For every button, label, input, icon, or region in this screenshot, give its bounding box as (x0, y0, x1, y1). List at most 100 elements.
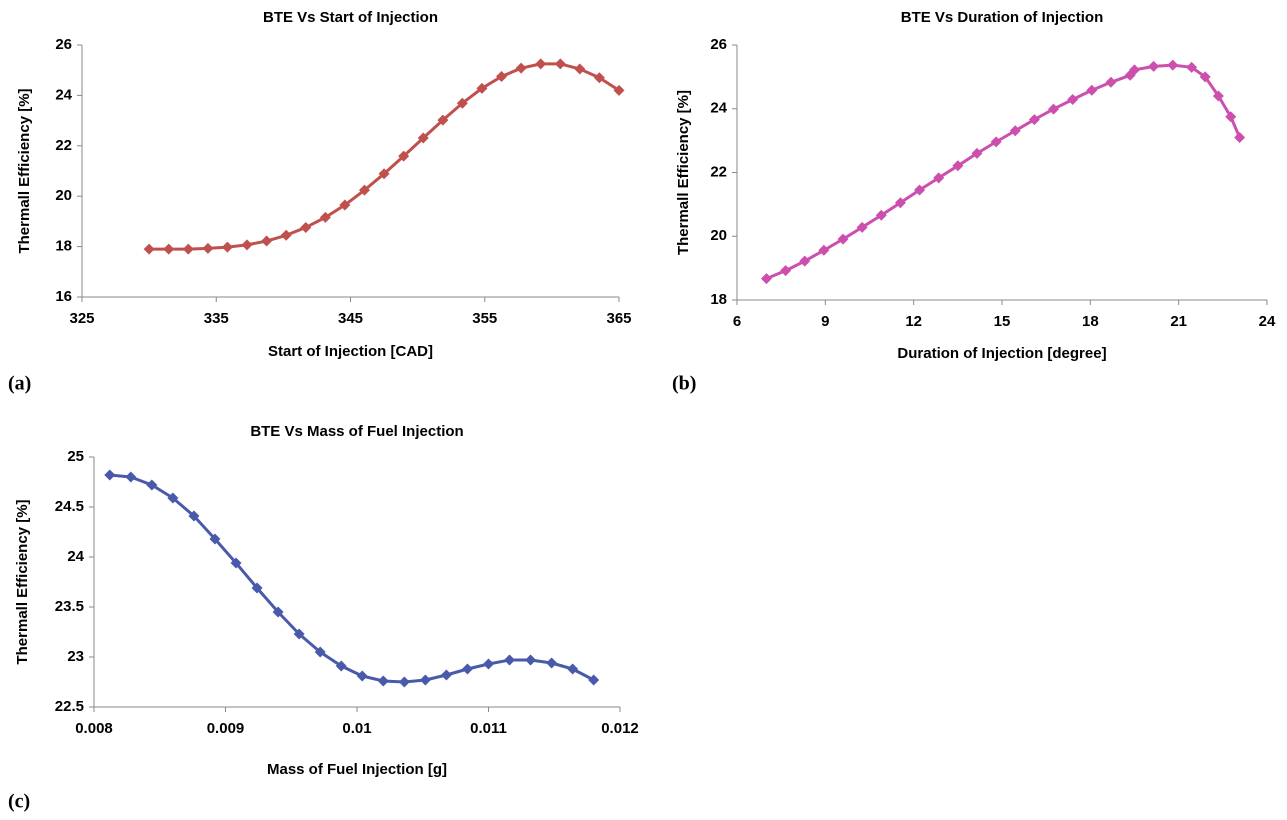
panel-label: (a) (8, 373, 31, 395)
y-tick-label: 25 (67, 448, 84, 465)
data-marker (1086, 84, 1098, 96)
data-marker (837, 233, 849, 245)
data-marker (574, 63, 586, 75)
x-tick-label: 12 (905, 313, 922, 330)
y-tick-label: 24 (710, 100, 727, 117)
data-marker (971, 147, 983, 159)
data-marker (230, 557, 242, 569)
x-tick-label: 6 (733, 313, 741, 330)
data-marker (209, 533, 221, 545)
data-marker (1225, 111, 1237, 123)
data-marker (856, 221, 868, 233)
x-tick-label: 0.01 (342, 720, 371, 737)
data-marker (163, 243, 175, 255)
data-marker (339, 199, 351, 211)
data-marker (554, 58, 566, 70)
x-tick-label: 0.011 (470, 720, 507, 737)
y-axis-label: Thermall Efficiency [%] (16, 88, 33, 253)
data-marker (535, 58, 547, 70)
data-marker (914, 184, 926, 196)
data-marker (377, 675, 389, 687)
data-line (149, 62, 620, 251)
data-marker (319, 211, 331, 223)
x-tick-label: 18 (1082, 313, 1099, 330)
y-axis-label: Thermall Efficiency [%] (14, 499, 31, 664)
x-axis-label: Mass of Fuel Injection [g] (267, 761, 447, 778)
data-marker (104, 469, 116, 481)
data-marker (1234, 131, 1246, 143)
data-marker (1148, 60, 1160, 72)
data-marker (188, 510, 200, 522)
data-line (765, 63, 1241, 281)
data-marker (952, 160, 964, 172)
data-marker (356, 670, 368, 682)
data-marker (125, 471, 137, 483)
data-marker (251, 582, 263, 594)
data-marker (143, 243, 155, 255)
y-tick-label: 22 (55, 137, 72, 154)
data-marker (437, 114, 449, 126)
data-marker (760, 273, 772, 285)
data-marker (300, 221, 312, 233)
x-tick-label: 355 (472, 310, 497, 327)
y-tick-label: 24 (55, 86, 72, 103)
y-tick-label: 24 (67, 548, 84, 565)
data-marker (417, 132, 429, 144)
data-marker (546, 657, 558, 669)
data-marker (1048, 103, 1060, 115)
data-marker (1212, 90, 1224, 102)
y-tick-label: 23.5 (55, 598, 84, 615)
data-marker (419, 674, 431, 686)
y-tick-label: 20 (710, 227, 727, 244)
x-tick-label: 15 (994, 313, 1011, 330)
data-marker (515, 62, 527, 74)
data-marker (167, 492, 179, 504)
data-marker (588, 674, 600, 686)
y-tick-label: 26 (710, 36, 727, 53)
data-marker (875, 209, 887, 221)
y-tick-label: 23 (67, 648, 84, 665)
x-axis-label: Start of Injection [CAD] (268, 343, 433, 360)
data-marker (1105, 76, 1117, 88)
panel-label: (b) (672, 373, 696, 395)
data-marker (358, 184, 370, 196)
y-tick-label: 18 (710, 291, 727, 308)
data-marker (241, 239, 253, 251)
data-marker (504, 654, 516, 666)
x-tick-label: 325 (69, 310, 94, 327)
y-tick-label: 16 (55, 288, 72, 305)
data-marker (398, 676, 410, 688)
data-marker (335, 660, 347, 672)
x-tick-label: 0.009 (207, 720, 245, 737)
data-marker (894, 197, 906, 209)
data-marker (799, 255, 811, 267)
data-marker (780, 265, 792, 277)
data-marker (933, 172, 945, 184)
data-marker (293, 628, 305, 640)
x-axis-label: Duration of Injection [degree] (897, 345, 1106, 362)
y-tick-label: 22 (710, 163, 727, 180)
y-tick-label: 22.5 (55, 698, 84, 715)
y-tick-label: 18 (55, 238, 72, 255)
x-tick-label: 0.012 (601, 720, 639, 737)
data-line (109, 473, 595, 684)
y-axis-label: Thermall Efficiency [%] (675, 90, 692, 255)
data-marker (280, 229, 292, 241)
data-marker (1028, 114, 1040, 126)
data-marker (378, 168, 390, 180)
data-marker (182, 243, 194, 255)
y-tick-label: 26 (55, 36, 72, 53)
data-marker (1199, 71, 1211, 83)
data-marker (261, 235, 273, 247)
data-marker (525, 654, 537, 666)
x-tick-label: 24 (1259, 313, 1276, 330)
y-tick-label: 20 (55, 187, 72, 204)
data-marker (146, 479, 158, 491)
x-tick-label: 21 (1170, 313, 1187, 330)
data-marker (202, 242, 214, 254)
x-tick-label: 345 (338, 310, 363, 327)
data-marker (613, 84, 625, 96)
x-tick-label: 335 (204, 310, 229, 327)
data-marker (440, 669, 452, 681)
